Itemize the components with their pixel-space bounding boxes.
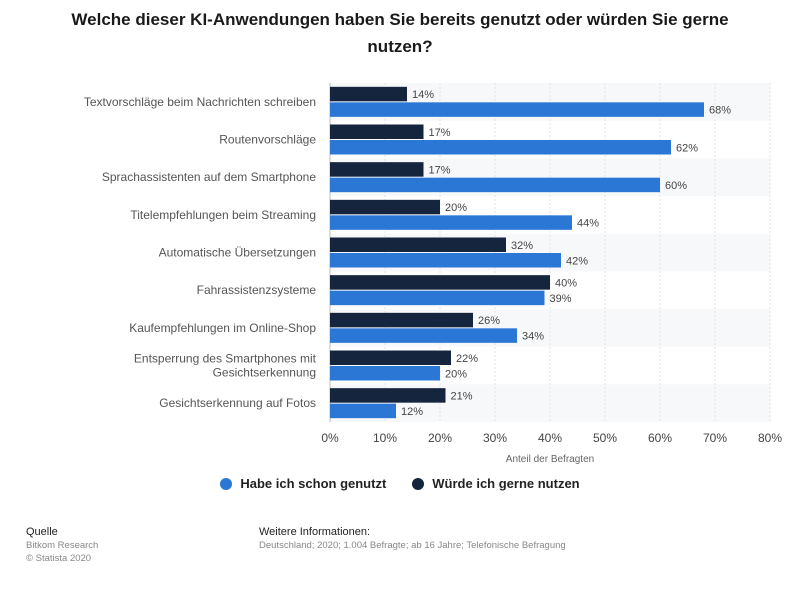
x-tick-label: 80% xyxy=(758,431,782,445)
data-label: 17% xyxy=(429,127,451,139)
data-label: 44% xyxy=(577,218,599,230)
x-tick-label: 60% xyxy=(648,431,672,445)
x-tick-label: 40% xyxy=(538,431,562,445)
x-tick-label: 50% xyxy=(593,431,617,445)
bar-would-use xyxy=(330,350,451,365)
data-label: 14% xyxy=(412,89,434,101)
bar-would-use xyxy=(330,237,506,252)
data-label: 26% xyxy=(478,315,500,327)
data-label: 60% xyxy=(665,180,687,192)
bar-used xyxy=(330,102,704,117)
legend-item-would-use[interactable]: Würde ich gerne nutzen xyxy=(412,476,580,491)
info-text: Deutschland; 2020; 1.004 Befragte; ab 16… xyxy=(259,540,566,551)
bar-used xyxy=(330,290,545,306)
bar-chart: 0% 10% 20% 30% 40% 50% 60% 70% 80% Anteil der Bef… xyxy=(84,83,782,465)
bar-used xyxy=(330,366,440,381)
category-label: Entsperrung des Smartphones mit xyxy=(134,352,317,366)
data-label: 40% xyxy=(555,277,577,289)
legend-dot-would-use xyxy=(412,477,425,490)
legend-label-used: Habe ich schon genutzt xyxy=(240,476,387,491)
legend-item-used[interactable]: Habe ich schon genutzt xyxy=(220,476,386,491)
data-label: 32% xyxy=(511,240,533,252)
category-label: Routenvorschläge xyxy=(219,133,316,147)
bar-would-use xyxy=(330,162,424,177)
data-label: 20% xyxy=(445,202,467,214)
category-label: Kaufempfehlungen im Online-Shop xyxy=(129,321,316,335)
copyright-line: © Statista 2020 xyxy=(26,553,92,564)
category-label: Gesichtserkennung auf Fotos xyxy=(159,396,316,410)
data-label: 34% xyxy=(522,331,544,343)
bar-would-use xyxy=(330,312,473,328)
legend: Habe ich schon genutzt Würde ich gerne n… xyxy=(0,476,800,491)
data-label: 20% xyxy=(445,368,467,380)
bar-would-use xyxy=(330,86,407,102)
category-label: Sprachassistenten auf dem Smartphone xyxy=(102,170,316,184)
bar-would-use xyxy=(330,275,550,290)
data-label: 68% xyxy=(709,105,731,117)
category-label: Automatische Übersetzungen xyxy=(159,246,316,260)
legend-dot-used xyxy=(220,477,233,490)
legend-label-would-use: Würde ich gerne nutzen xyxy=(432,476,580,491)
x-tick-label: 70% xyxy=(703,431,727,445)
bar-would-use xyxy=(330,199,440,215)
data-label: 62% xyxy=(676,142,698,154)
x-axis-label: Anteil der Befragten xyxy=(506,454,594,465)
bar-would-use xyxy=(330,388,446,403)
data-label: 21% xyxy=(451,390,473,402)
bar-used xyxy=(330,215,572,230)
info-heading: Weitere Informationen: xyxy=(259,526,371,538)
bar-used xyxy=(330,403,396,419)
x-tick-label: 0% xyxy=(321,431,339,445)
category-label: Gesichtserkennung xyxy=(213,366,316,380)
data-label: 39% xyxy=(550,293,572,305)
bar-used xyxy=(330,177,660,193)
footer-info: Weitere Informationen: Deutschland; 2020… xyxy=(259,526,566,552)
x-tick-label: 20% xyxy=(428,431,452,445)
bar-used xyxy=(330,140,671,155)
bar-used xyxy=(330,253,561,268)
data-label: 17% xyxy=(429,164,451,176)
category-label: Textvorschläge beim Nachrichten schreibe… xyxy=(84,95,316,109)
data-label: 42% xyxy=(566,255,588,267)
footer-source: Quelle Bitkom Research © Statista 2020 xyxy=(26,526,98,565)
data-label: 22% xyxy=(456,353,478,365)
chart-title: Welche dieser KI-Anwendungen haben Sie b… xyxy=(71,10,729,56)
bar-used xyxy=(330,328,517,343)
category-label: Titelempfehlungen beim Streaming xyxy=(130,208,316,222)
source-line: Bitkom Research xyxy=(26,540,99,551)
data-label: 12% xyxy=(401,406,423,418)
bar-would-use xyxy=(330,124,424,139)
x-tick-label: 10% xyxy=(373,431,397,445)
source-heading: Quelle xyxy=(26,526,58,538)
x-tick-label: 30% xyxy=(483,431,507,445)
category-label: Fahrassistenzsysteme xyxy=(197,283,317,297)
